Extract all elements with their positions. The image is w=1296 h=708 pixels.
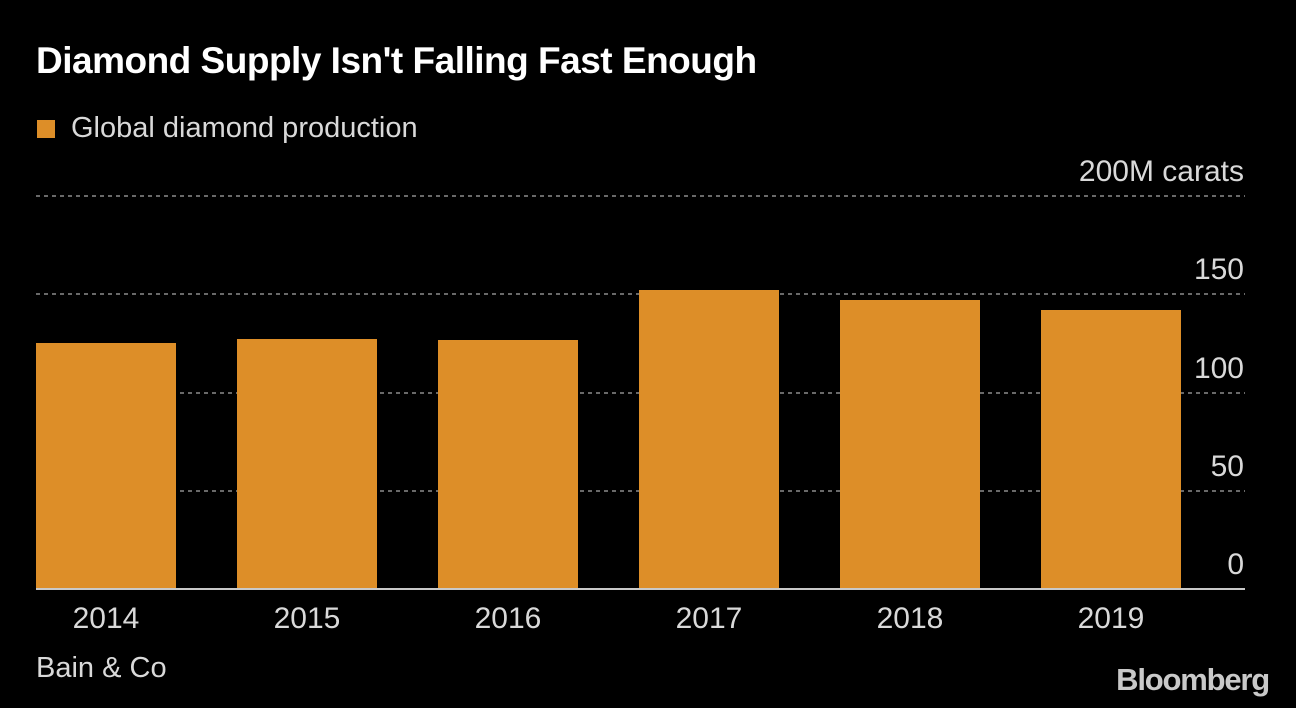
x-tick-label-2018: 2018 bbox=[876, 602, 944, 635]
y-tick-label-50: 50 bbox=[1210, 449, 1244, 483]
x-tick-label-2019: 2019 bbox=[1077, 602, 1145, 635]
legend-swatch-icon bbox=[37, 119, 55, 138]
bar-2018 bbox=[840, 300, 980, 589]
bar-2015 bbox=[237, 339, 377, 589]
y-tick-label-0: 0 bbox=[1227, 548, 1244, 581]
bar-2016 bbox=[438, 340, 578, 589]
source-label: Bain & Co bbox=[36, 652, 167, 684]
x-tick-label-2014: 2014 bbox=[72, 602, 140, 635]
legend: Global diamond production bbox=[37, 112, 418, 145]
gridline-200 bbox=[36, 195, 1245, 197]
y-tick-label-150: 150 bbox=[1193, 253, 1244, 287]
bar-2014 bbox=[36, 343, 176, 589]
bloomberg-logo: Bloomberg bbox=[1116, 662, 1270, 697]
legend-label: Global diamond production bbox=[71, 112, 418, 144]
y-tick-label-200: 200M carats bbox=[1078, 155, 1244, 188]
x-tick-label-2015: 2015 bbox=[273, 602, 341, 635]
x-tick-label-2017: 2017 bbox=[675, 602, 743, 635]
y-tick-label-100: 100 bbox=[1193, 351, 1244, 385]
x-tick-label-2016: 2016 bbox=[474, 602, 542, 635]
bar-2019 bbox=[1041, 309, 1181, 589]
chart-title: Diamond Supply Isn't Falling Fast Enough bbox=[36, 40, 757, 81]
bar-2017 bbox=[639, 290, 779, 589]
x-axis-baseline bbox=[36, 588, 1245, 590]
